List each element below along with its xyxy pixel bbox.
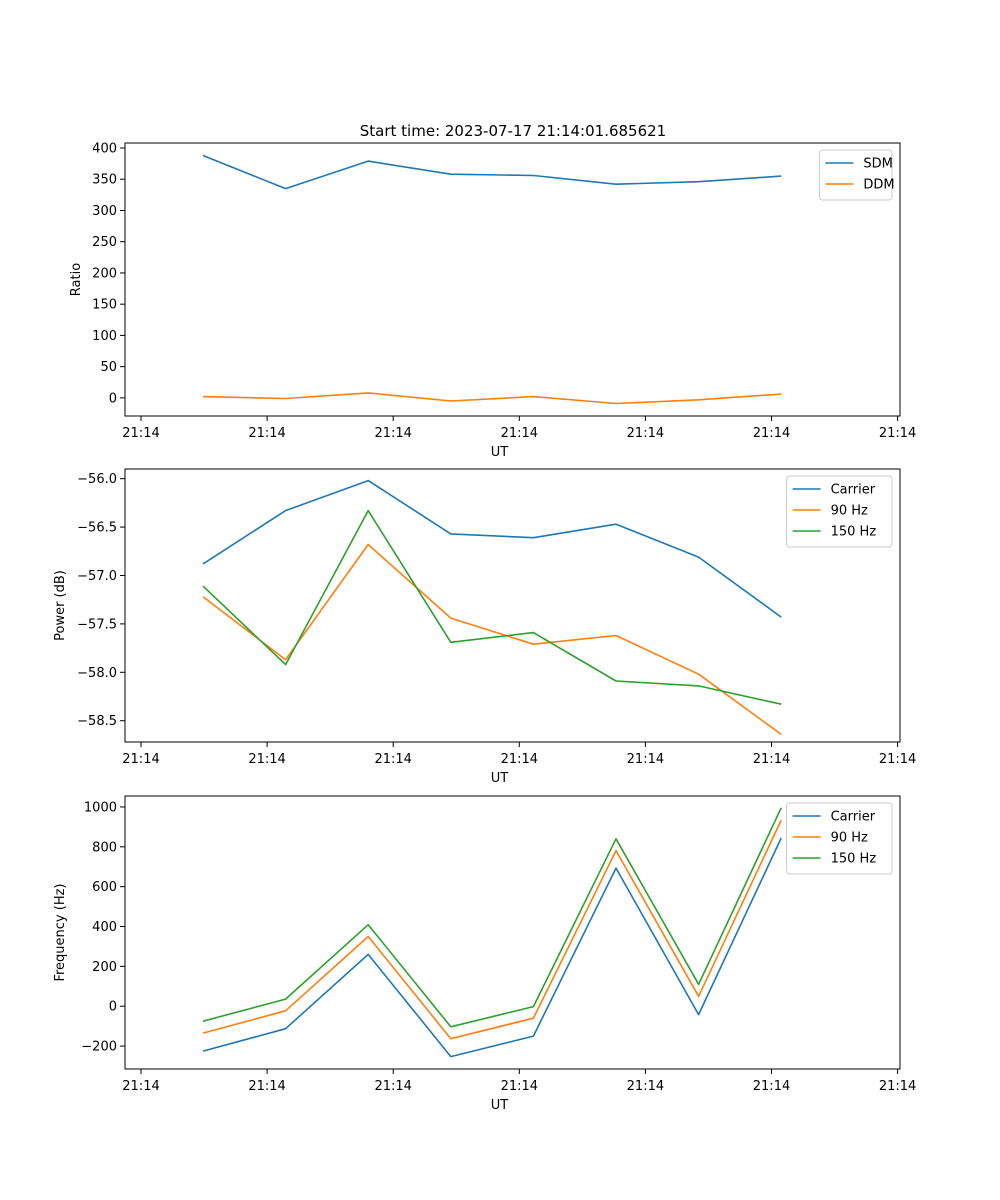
legend-label: DDM [863, 178, 894, 193]
y-axis-label: Frequency (Hz) [53, 883, 68, 981]
legend-label: 90 Hz [831, 504, 868, 519]
x-tick-label: 21:14 [753, 752, 790, 767]
plot-frame [124, 468, 901, 743]
y-tick-label: 400 [92, 141, 117, 156]
y-tick-label: 100 [92, 329, 117, 344]
x-tick-label: 21:14 [501, 426, 538, 441]
series-line-carrier [202, 479, 782, 618]
legend-box [786, 475, 893, 548]
x-tick-label: 21:14 [627, 1079, 664, 1094]
x-axis-label: UT [491, 445, 509, 460]
x-tick-label: 21:14 [501, 1079, 538, 1094]
y-tick-label: −56.0 [77, 472, 117, 487]
series-line-150-hz [202, 807, 782, 1028]
x-tick-label: 21:14 [248, 1079, 285, 1094]
series-line-150-hz [202, 509, 782, 705]
y-axis-label: Ratio [69, 263, 84, 296]
y-tick-label: 800 [92, 840, 117, 855]
legend-label: SDM [863, 157, 892, 172]
x-tick-label: 21:14 [627, 752, 664, 767]
y-tick-label: −57.0 [77, 569, 117, 584]
y-tick-label: 600 [92, 880, 117, 895]
panels: 21:1421:1421:1421:1421:1421:1421:1421:15… [53, 141, 916, 1113]
y-axis-label: Power (dB) [53, 570, 68, 641]
y-tick-label: −200 [81, 1040, 117, 1055]
x-tick-label: 21:14 [248, 752, 285, 767]
y-tick-label: −58.5 [77, 714, 117, 729]
x-axis-label: UT [491, 1098, 509, 1113]
legend-label: 90 Hz [831, 831, 868, 846]
y-tick-label: 50 [100, 360, 117, 375]
legend: Carrier 90 Hz 150 Hz [786, 802, 893, 875]
y-tick-label: −56.5 [77, 521, 117, 536]
y-tick-label: 200 [92, 960, 117, 975]
x-tick-label: 21:14 [122, 752, 159, 767]
legend-label: 150 Hz [831, 525, 877, 540]
x-tick-label: 21:14 [879, 752, 916, 767]
y-tick-label: 0 [109, 1000, 117, 1015]
plot-frame [124, 795, 901, 1070]
y-tick-label: 400 [92, 920, 117, 935]
x-tick-label: 21:14 [374, 752, 411, 767]
x-tick-label: 21:14 [753, 1079, 790, 1094]
x-tick-label: 21:14 [374, 1079, 411, 1094]
x-tick-label: 21:14 [879, 426, 916, 441]
legend-label: 150 Hz [831, 852, 877, 867]
y-tick-label: 200 [92, 266, 117, 281]
y-tick-label: −58.0 [77, 666, 117, 681]
legend: Carrier 90 Hz 150 Hz [786, 475, 893, 548]
y-tick-label: 300 [92, 204, 117, 219]
legend-box [786, 802, 893, 875]
y-tick-label: 350 [92, 173, 117, 188]
panel-1: 21:1421:1421:1421:1421:1421:1421:1421:15… [69, 141, 916, 460]
x-tick-label: 21:14 [374, 426, 411, 441]
y-tick-label: −57.5 [77, 617, 117, 632]
legend: SDM DDM [818, 149, 895, 201]
series-line-90-hz [202, 819, 782, 1040]
plot-frame [124, 142, 901, 417]
x-axis-label: UT [491, 771, 509, 786]
y-tick-label: 0 [109, 391, 117, 406]
legend-label: Carrier [831, 483, 876, 498]
series-line-sdm [202, 154, 782, 190]
chart-title: Start time: 2023-07-17 21:14:01.685621 [360, 122, 666, 140]
x-tick-label: 21:14 [879, 1079, 916, 1094]
x-tick-label: 21:14 [122, 1079, 159, 1094]
x-tick-label: 21:14 [122, 426, 159, 441]
x-tick-label: 21:14 [753, 426, 790, 441]
x-tick-label: 21:14 [248, 426, 285, 441]
y-tick-label: 250 [92, 235, 117, 250]
series-line-ddm [202, 392, 782, 405]
legend-label: Carrier [831, 810, 876, 825]
series-line-carrier [202, 837, 782, 1058]
panel-2: 21:1421:1421:1421:1421:1421:1421:1421:15… [53, 468, 916, 786]
y-tick-label: 150 [92, 298, 117, 313]
x-tick-label: 21:14 [627, 426, 664, 441]
y-tick-label: 1000 [84, 800, 117, 815]
panel-3: 21:1421:1421:1421:1421:1421:1421:1421:15… [53, 795, 916, 1113]
x-tick-label: 21:14 [501, 752, 538, 767]
